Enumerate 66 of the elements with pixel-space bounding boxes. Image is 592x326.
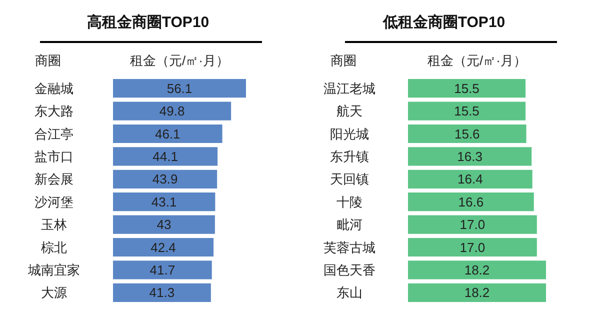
y-tick-label: 沙河堡 [34, 194, 74, 210]
y-tick-label: 天回镇 [330, 172, 370, 187]
y-axis-title: 商圈 [330, 53, 357, 68]
bar [408, 102, 526, 120]
chart-title: 高租金商圈TOP10 [86, 13, 210, 31]
data-label: 42.4 [150, 240, 176, 255]
data-label: 15.5 [454, 80, 480, 96]
y-axis-title: 商圈 [34, 53, 61, 68]
y-tick-label: 金融城 [34, 80, 74, 96]
chart-title: 低租金商圈TOP10 [382, 13, 506, 31]
bar [408, 260, 546, 280]
y-tick-label: 新会展 [34, 172, 74, 187]
data-label: 16.4 [458, 172, 483, 187]
bar [408, 170, 532, 188]
bar [408, 238, 537, 257]
data-label: 46.1 [154, 126, 180, 142]
bar [113, 283, 211, 302]
data-label: 17.0 [460, 240, 486, 255]
y-tick-label: 棕北 [40, 240, 67, 255]
y-tick-label: 温江老城 [324, 80, 376, 96]
bar [113, 147, 218, 166]
y-tick-label: 芙蓉古城 [324, 240, 376, 255]
data-label: 41.7 [150, 262, 176, 278]
data-label: 16.3 [457, 148, 482, 164]
bar [408, 79, 526, 98]
y-tick-label: 盐市口 [34, 148, 74, 164]
bar [113, 124, 222, 144]
y-tick-label: 大源 [40, 285, 67, 300]
y-tick-label: 玉林 [40, 217, 67, 232]
y-tick-label: 城南宜家 [26, 262, 80, 278]
data-label: 43.1 [151, 194, 177, 210]
y-tick-label: 国色天香 [324, 262, 376, 278]
bar [113, 192, 216, 212]
bar [408, 124, 526, 144]
data-label: 43.9 [152, 172, 178, 187]
bar [113, 170, 218, 188]
data-label: 56.1 [166, 80, 192, 96]
bar [408, 192, 534, 212]
y-tick-label: 十陵 [336, 194, 363, 210]
y-tick-label: 航天 [336, 104, 363, 119]
data-label: 18.2 [464, 285, 490, 300]
data-label: 41.3 [149, 285, 175, 300]
bar [113, 238, 214, 257]
bar [113, 260, 212, 280]
y-tick-label: 合江亭 [34, 126, 74, 142]
data-label: 16.6 [458, 194, 484, 210]
bar [113, 215, 215, 234]
x-axis-title: 租金（元/㎡·月） [428, 53, 526, 68]
y-tick-label: 东大路 [34, 104, 74, 119]
data-label: 17.0 [460, 217, 486, 232]
data-label: 18.2 [464, 262, 490, 278]
x-axis-title: 租金（元/㎡·月） [130, 53, 229, 68]
bar [408, 215, 537, 234]
data-label: 44.1 [152, 148, 178, 164]
data-label: 15.6 [454, 126, 480, 142]
y-tick-label: 东山 [336, 285, 363, 300]
y-tick-label: 毗河 [336, 217, 363, 232]
bar [408, 147, 532, 166]
data-label: 15.5 [454, 104, 480, 119]
y-tick-label: 东升镇 [330, 148, 370, 164]
data-label: 49.8 [159, 104, 185, 119]
bar [113, 79, 246, 98]
data-label: 43 [156, 217, 172, 232]
bar [113, 102, 232, 120]
y-tick-label: 阳光城 [330, 126, 370, 142]
bar [408, 283, 546, 302]
